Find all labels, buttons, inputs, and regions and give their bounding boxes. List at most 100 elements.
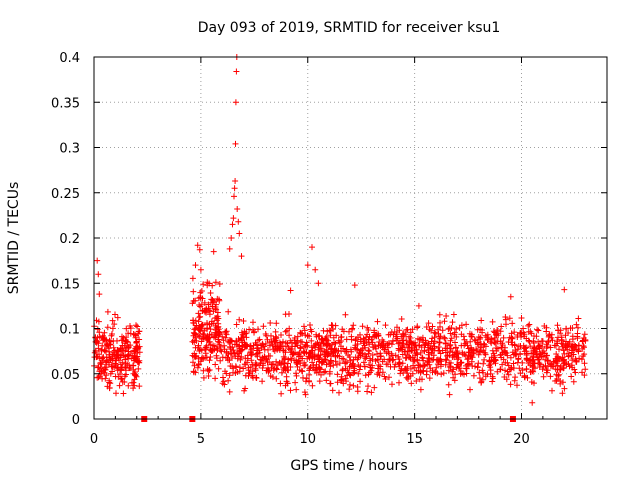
data-point (315, 353, 322, 360)
data-point (556, 346, 562, 353)
data-point (407, 365, 414, 372)
data-point (189, 275, 196, 282)
data-point (419, 354, 426, 361)
data-point (444, 352, 451, 359)
data-point (197, 358, 204, 365)
data-point (205, 373, 212, 379)
data-point (197, 303, 204, 310)
data-point (360, 340, 367, 347)
data-point (107, 341, 114, 348)
data-point (354, 346, 361, 353)
data-point (208, 318, 215, 325)
data-point (365, 347, 372, 354)
data-point (215, 320, 222, 327)
data-point (103, 340, 110, 347)
data-point (354, 356, 361, 363)
data-point (191, 350, 198, 357)
data-point (260, 362, 267, 369)
data-point (103, 372, 110, 379)
data-point (506, 315, 513, 322)
data-point (504, 359, 511, 366)
data-point (574, 324, 581, 331)
data-point (213, 324, 220, 331)
data-point (273, 320, 280, 327)
data-point (396, 379, 402, 386)
data-point (508, 330, 515, 337)
data-point (261, 354, 268, 360)
data-point (573, 358, 579, 365)
data-point (117, 361, 124, 368)
data-point (282, 349, 289, 356)
data-point (213, 352, 220, 359)
data-point (484, 337, 491, 343)
data-point (523, 344, 529, 351)
data-point (521, 333, 528, 340)
data-point (531, 333, 537, 339)
data-point (363, 353, 370, 360)
data-point (238, 353, 245, 360)
data-point (510, 365, 517, 372)
data-point (296, 367, 303, 373)
data-point (421, 348, 428, 355)
data-point (312, 341, 319, 348)
data-point (456, 365, 463, 372)
data-point (497, 366, 504, 373)
data-point (316, 378, 323, 385)
data-point (234, 206, 241, 212)
data-point (452, 339, 458, 346)
data-point (293, 386, 300, 393)
data-point (278, 360, 285, 367)
data-point (292, 340, 299, 347)
data-point (329, 350, 336, 357)
data-point (306, 333, 313, 340)
data-point (439, 347, 446, 354)
data-point (323, 336, 330, 343)
data-point (336, 389, 342, 396)
data-point (301, 327, 308, 334)
data-point (231, 193, 237, 200)
data-point (429, 335, 436, 342)
data-point (386, 350, 392, 357)
data-point (300, 374, 306, 381)
data-point (364, 388, 371, 395)
data-point (536, 364, 543, 370)
data-point (375, 365, 381, 372)
data-point (262, 331, 269, 337)
data-point (420, 357, 427, 364)
data-point (360, 359, 367, 366)
data-point (569, 344, 576, 351)
data-point (442, 335, 448, 342)
data-point (520, 329, 527, 336)
data-point (396, 356, 403, 363)
data-point (238, 337, 245, 344)
data-point (265, 346, 271, 353)
data-point (293, 370, 299, 377)
data-point (437, 356, 444, 363)
data-point (267, 320, 274, 326)
data-point (98, 346, 105, 353)
data-point (344, 372, 351, 379)
data-point (127, 330, 134, 337)
data-point (326, 360, 333, 367)
data-point (446, 342, 453, 349)
data-point (316, 332, 323, 339)
data-point (277, 380, 284, 387)
axis-ticks: 0 5 10 15 20 0 0.05 0.1 0.15 0.2 0.25 0.3 0.35 0.4 (51, 51, 607, 447)
data-point (327, 359, 334, 366)
data-point (386, 374, 392, 381)
data-point (519, 359, 526, 366)
data-point (371, 327, 378, 334)
data-point (208, 331, 215, 338)
data-point (122, 337, 129, 344)
data-point (287, 387, 294, 394)
data-point (479, 329, 486, 336)
data-point (130, 362, 137, 369)
data-point (109, 317, 116, 324)
data-point (512, 351, 519, 358)
data-point (286, 332, 293, 339)
data-point (362, 344, 369, 351)
data-point (517, 350, 524, 357)
data-point (342, 311, 349, 318)
data-point (252, 360, 259, 366)
data-point (112, 311, 118, 318)
